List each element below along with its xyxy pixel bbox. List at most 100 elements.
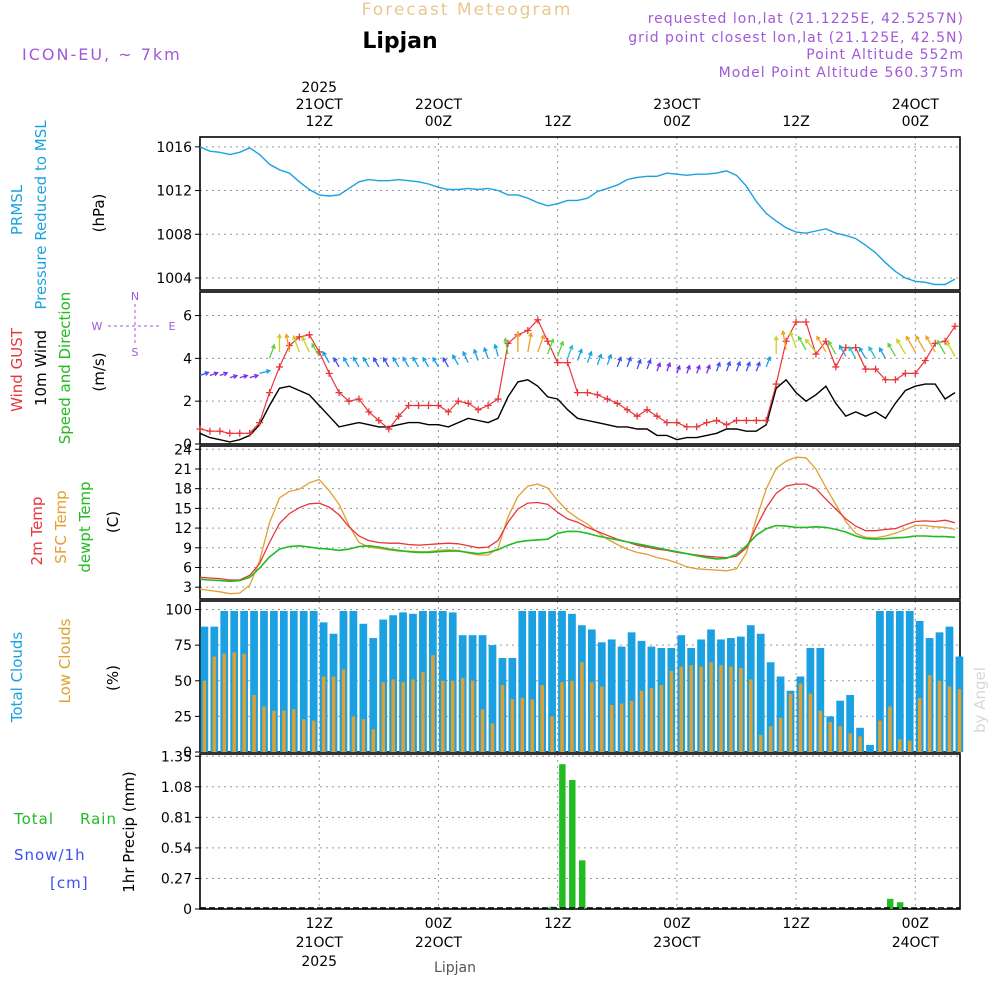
wind-gust-marker: [206, 427, 214, 435]
precip-label-cm: [cm]: [50, 874, 89, 892]
wind-direction-arrow: [646, 358, 652, 370]
wind-gust-marker: [762, 416, 770, 424]
footer-location: Lipjan: [434, 960, 476, 976]
model-name: ICON-EU, ~ 7km: [22, 45, 182, 64]
wind-direction-arrow: [780, 329, 787, 350]
wind-gust-marker: [911, 369, 919, 377]
low-cloud-bar: [441, 680, 445, 752]
wind-direction-arrow: [696, 364, 701, 374]
low-cloud-bar: [888, 706, 892, 752]
pressure-labels: PRMSL Pressure Reduced to MSL (hPa): [8, 120, 108, 310]
wind-direction-arrow: [878, 346, 887, 359]
temp-ytick-label-7: 3: [183, 580, 192, 596]
wind-gust-marker: [742, 416, 750, 424]
rain-bar: [559, 764, 566, 909]
temp-ytick-label-3: 15: [174, 501, 192, 517]
wind-gust-marker: [872, 365, 880, 373]
wind-direction-arrow: [765, 355, 772, 368]
bottom-axis-label-3-0: 00Z: [663, 916, 690, 932]
low-cloud-bar: [302, 719, 306, 752]
temp-ytick-label-5: 9: [183, 541, 192, 557]
top-axis-label-1-2: 00Z: [425, 114, 452, 130]
wind-direction-arrow: [797, 335, 807, 351]
wind-label-3: (m/s): [90, 352, 108, 391]
wind-direction-arrow: [229, 374, 239, 379]
wind-gust-marker: [494, 395, 502, 403]
precip-ytick-label-3: 0.54: [161, 841, 192, 857]
wind-direction-arrow: [537, 333, 546, 353]
low-cloud-bar: [818, 710, 823, 752]
wind-gust-marker: [951, 322, 959, 330]
wind-direction-arrow: [503, 337, 509, 355]
wind-gust-marker: [464, 399, 472, 407]
low-cloud-bar: [321, 676, 326, 752]
total-cloud-bar: [766, 662, 775, 752]
wind-gust-marker: [216, 427, 224, 435]
wind-gust-marker: [405, 401, 413, 409]
wind-gust-marker: [683, 423, 691, 431]
wind-gust-marker: [574, 389, 582, 397]
wind-gust-marker: [236, 429, 244, 437]
total-cloud-bar: [369, 638, 378, 752]
wind-direction-arrow: [848, 345, 857, 359]
wind-direction-arrow: [905, 335, 916, 353]
wind-gust-marker: [434, 401, 442, 409]
temp-frame: [199, 445, 961, 600]
wind-direction-arrow: [586, 350, 593, 363]
total-cloud-bar: [349, 610, 358, 752]
wind-gust-marker: [792, 318, 800, 326]
wind-direction-arrow: [301, 336, 310, 353]
wind-direction-arrow: [343, 356, 350, 368]
wind-direction-arrow: [432, 356, 439, 368]
bottom-axis-label-0-0: 12Z: [306, 916, 333, 932]
bottom-axis-label-5-1: 24OCT: [892, 935, 940, 951]
wind-gust-marker: [295, 333, 303, 341]
rain-bar: [886, 898, 894, 909]
wind-direction-arrow: [606, 353, 613, 366]
wind-direction-arrow: [725, 360, 732, 372]
wind-direction-arrow: [382, 356, 390, 368]
wind-direction-arrow: [576, 348, 583, 361]
clouds-ytick-label-4: 0: [183, 745, 192, 761]
total-cloud-bar: [905, 610, 914, 752]
wind-direction-arrow: [755, 361, 761, 372]
low-cloud-bar: [331, 676, 336, 752]
wind-direction-arrow: [422, 356, 430, 368]
low-cloud-bar: [709, 662, 713, 752]
wind-gust-marker: [266, 389, 274, 397]
low-cloud-bar: [381, 682, 385, 752]
low-cloud-bar: [262, 706, 266, 752]
wind-direction-arrow: [838, 344, 847, 357]
wind-gust-line: [199, 318, 956, 434]
wind-gust-marker: [713, 416, 721, 424]
wind-direction-arrow: [527, 331, 534, 353]
wind-direction-arrow: [199, 371, 210, 377]
pressure-label-1: Pressure Reduced to MSL: [32, 120, 50, 310]
wind-gust-marker: [703, 419, 711, 427]
low-cloud-bar: [232, 652, 236, 752]
top-axis-label-3-2: 00Z: [663, 114, 690, 130]
low-cloud-bar: [272, 710, 276, 752]
low-cloud-bar: [639, 690, 644, 752]
low-cloud-bar: [451, 680, 455, 752]
wind-ytick-label-2: 2: [183, 394, 192, 410]
low-cloud-bar: [957, 689, 962, 752]
low-cloud-bar: [421, 672, 425, 752]
wind-direction-arrow: [292, 334, 300, 353]
low-cloud-bar: [252, 695, 256, 752]
wind-label-1: 10m Wind: [32, 330, 50, 406]
low-cloud-bar: [669, 670, 674, 752]
low-cloud-bar: [550, 716, 554, 752]
low-cloud-bar: [361, 719, 366, 752]
low-cloud-bar: [540, 685, 544, 752]
wind-panel: 6 4 2 0: [183, 291, 961, 453]
clouds-label-2: (%): [104, 665, 122, 691]
wind-gust-marker: [802, 318, 810, 326]
low-cloud-bar: [351, 716, 356, 752]
wind-direction-arrow: [626, 356, 632, 368]
wind-direction-arrow: [259, 369, 272, 374]
wind-direction-arrow: [473, 348, 479, 361]
wind-gust-marker: [246, 429, 254, 437]
grid-point-coords: grid point closest lon,lat (21.125E, 42.…: [628, 30, 964, 46]
